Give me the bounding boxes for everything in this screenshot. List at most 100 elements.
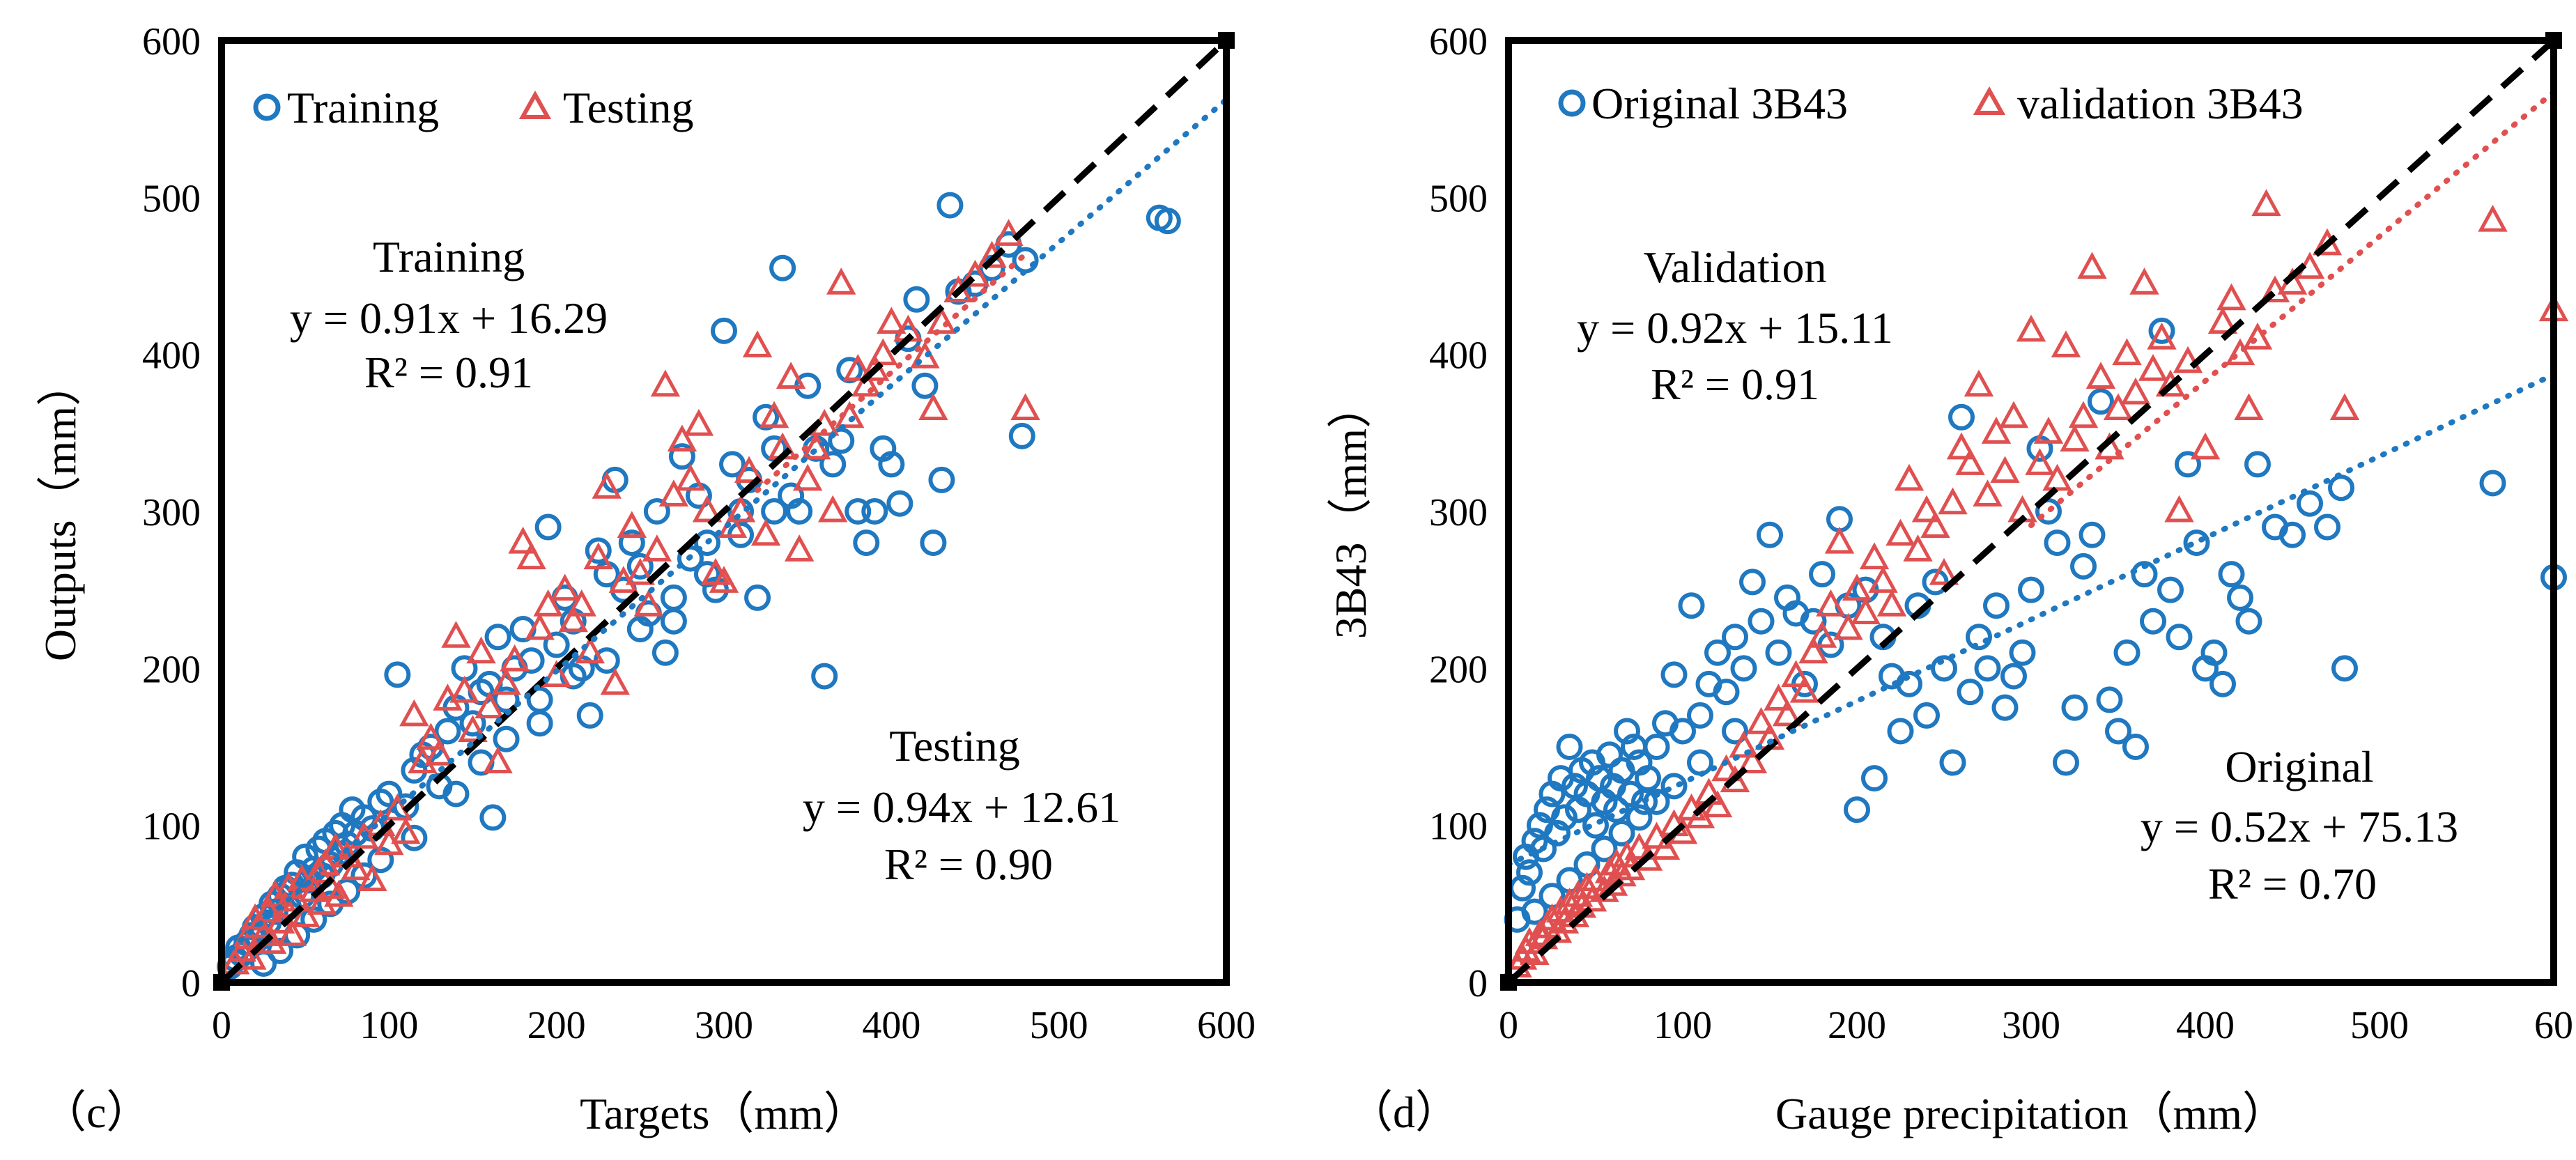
point-circle-0-100	[920, 529, 947, 557]
legend-triangle-icon	[1973, 86, 2006, 115]
point-triangle-1-90	[2190, 432, 2221, 460]
point-circle-0-81	[761, 435, 788, 462]
point-triangle-1-74	[2042, 463, 2072, 491]
point-circle-0-42	[1739, 569, 1766, 596]
point-circle-0-48	[484, 624, 511, 651]
point-triangle-1-79	[792, 463, 823, 491]
point-circle-0-102	[936, 192, 964, 219]
point-triangle-1-66	[1973, 479, 2003, 506]
point-triangle-1-66	[684, 408, 714, 436]
point-circle-0-41	[1730, 655, 1757, 682]
point-triangle-1-77	[776, 362, 806, 389]
point-circle-0-82	[2088, 388, 2114, 415]
point-triangle-1-74	[750, 518, 781, 546]
point-triangle-1-63	[658, 479, 689, 506]
x-tick-label: 500	[2350, 1004, 2409, 1047]
point-circle-0-81	[2078, 521, 2106, 548]
point-circle-0-76	[2035, 498, 2062, 525]
point-circle-0-69	[1974, 655, 2001, 682]
point-triangle-1-14	[1563, 879, 1594, 907]
point-triangle-1-75	[759, 401, 789, 428]
point-triangle-1-18	[304, 856, 334, 883]
point-triangle-1-53	[1859, 542, 1890, 570]
plot-frame	[218, 37, 1230, 986]
point-circle-0-95	[2200, 639, 2228, 666]
annotation-testing-equation: y = 0.94x + 12.61	[803, 782, 1120, 832]
point-circle-0-88	[2140, 608, 2166, 635]
x-tick-label: 0	[212, 1004, 231, 1047]
point-triangle-1-67	[1981, 417, 2012, 444]
point-triangle-1-37	[441, 621, 471, 648]
point-triangle-1-1	[226, 934, 257, 962]
y-tick-label: 200	[1429, 648, 1488, 691]
point-circle-0-43	[1748, 608, 1775, 635]
point-circle-0-3	[1516, 859, 1543, 886]
point-circle-0-35	[384, 661, 411, 688]
x-tick-label: 400	[2176, 1004, 2235, 1047]
point-triangle-1-97	[994, 219, 1024, 246]
point-triangle-1-64	[1955, 448, 1985, 475]
y-tick-label: 300	[142, 491, 201, 534]
point-triangle-1-41	[475, 691, 504, 719]
point-circle-0-96	[2209, 670, 2236, 697]
point-triangle-1-58	[1903, 534, 1933, 562]
point-circle-0-101	[928, 466, 955, 493]
point-circle-0-85	[2113, 639, 2141, 666]
legend-label-testing: Testing	[563, 83, 694, 132]
point-circle-0-54	[1844, 796, 1870, 823]
point-triangle-1-86	[2147, 322, 2177, 350]
point-circle-0-56	[1861, 765, 1888, 792]
point-circle-0-102	[2279, 521, 2306, 548]
legend-circle-icon	[253, 93, 281, 121]
point-circle-0-77	[2044, 529, 2071, 557]
point-triangle-1-27	[357, 864, 387, 892]
point-circle-0-25	[1614, 718, 1640, 745]
annotation-original-title: Original	[2225, 742, 2373, 791]
point-circle-0-120	[442, 780, 470, 807]
point-circle-0-106	[2331, 655, 2358, 682]
one-to-one-line	[1506, 38, 2556, 985]
point-circle-0-38	[1704, 639, 1731, 666]
point-triangle-1-91	[2207, 307, 2238, 334]
annotation-validation-equation: y = 0.92x + 15.11	[1577, 303, 1893, 353]
point-triangle-1-26	[349, 821, 379, 849]
annotation-validation-title: Validation	[1643, 242, 1826, 292]
x-tick-label: 600	[1197, 1004, 1256, 1047]
point-triangle-1-32	[399, 699, 429, 727]
point-circle-0-41	[434, 718, 461, 745]
point-triangle-1-45	[508, 526, 538, 554]
tick-labels: 0 100 200 300 400 500 600 0 100 200 300 400 500 600	[142, 20, 1256, 1047]
point-triangle-1-35	[1702, 790, 1733, 818]
point-triangle-1-62	[650, 369, 681, 397]
y-tick-label: 0	[1468, 962, 1488, 1005]
point-circle-0-59	[1887, 718, 1914, 745]
point-triangle-1-54	[583, 542, 613, 570]
point-circle-0-103	[2297, 490, 2323, 517]
point-circle-0-93	[861, 498, 888, 525]
point-circle-0-117	[1660, 773, 1688, 800]
point-triangle-1-101	[2329, 393, 2360, 421]
point-circle-0-123	[526, 710, 553, 737]
trendline-validation	[2028, 89, 2556, 529]
point-circle-0-76	[719, 451, 746, 478]
point-circle-0-114	[1608, 819, 1635, 846]
trendline-original	[1506, 371, 2556, 867]
point-circle-0-73	[2009, 639, 2036, 666]
point-triangle-1-61	[1929, 557, 1959, 585]
point-triangle-1-23	[324, 879, 354, 907]
point-circle-0-109	[1521, 898, 1548, 925]
point-triangle-1-82	[817, 495, 848, 523]
point-triangle-1-73	[742, 330, 773, 357]
point-triangle-1-60	[1920, 511, 1950, 539]
annotation-original: Original y = 0.52x + 75.13 R² = 0.70	[2141, 742, 2458, 908]
y-tick-label: 500	[1429, 177, 1488, 220]
point-circle-0-68	[1966, 624, 1992, 651]
point-circle-0-108	[1012, 247, 1039, 274]
point-circle-0-79	[2061, 694, 2088, 721]
annotation-training-title: Training	[373, 232, 525, 281]
point-circle-0-95	[878, 451, 905, 478]
point-triangle-1-59	[625, 557, 656, 585]
point-circle-0-70	[668, 443, 695, 470]
point-triangle-1-29	[1650, 833, 1681, 860]
point-triangle-1-58	[617, 511, 647, 539]
